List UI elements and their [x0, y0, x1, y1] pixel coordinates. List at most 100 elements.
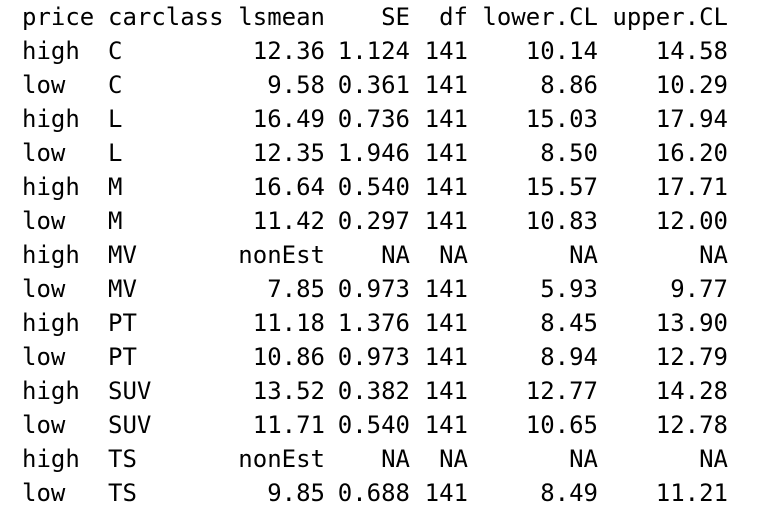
cell-upper-cl: 11.21 [655, 479, 728, 507]
cell-upper-cl: 13.90 [655, 309, 728, 337]
cell-se: 0.540 [337, 173, 410, 201]
cell-lower-cl: NA [569, 241, 598, 269]
cell-lower-cl: 8.86 [540, 71, 598, 99]
cell-price: low [22, 139, 66, 167]
cell-df: 141 [424, 343, 468, 371]
cell-df: 141 [424, 207, 468, 235]
cell-carclass: TS [108, 479, 137, 507]
cell-price: low [22, 71, 66, 99]
cell-lsmean: 13.52 [252, 377, 325, 405]
cell-df: 141 [424, 105, 468, 133]
cell-lower-cl: 10.14 [525, 37, 598, 65]
header-lower-cl: lower.CL [482, 3, 598, 31]
cell-df: NA [439, 445, 468, 473]
cell-lower-cl: 5.93 [540, 275, 598, 303]
table-row: low C 9.58 0.361 141 8.86 10.29 [0, 68, 764, 102]
cell-price: high [22, 37, 80, 65]
cell-lsmean: nonEst [238, 445, 325, 473]
cell-carclass: M [108, 173, 123, 201]
cell-lower-cl: 8.45 [540, 309, 598, 337]
cell-lower-cl: 8.94 [540, 343, 598, 371]
cell-upper-cl: 10.29 [655, 71, 728, 99]
cell-df: 141 [424, 411, 468, 439]
cell-lower-cl: 8.49 [540, 479, 598, 507]
cell-lsmean: 16.64 [252, 173, 325, 201]
cell-carclass: MV [108, 241, 137, 269]
cell-lower-cl: NA [569, 445, 598, 473]
cell-lsmean: nonEst [238, 241, 325, 269]
cell-upper-cl: NA [699, 241, 728, 269]
cell-upper-cl: 9.77 [670, 275, 728, 303]
cell-upper-cl: 17.94 [655, 105, 728, 133]
table-row: high L 16.49 0.736 141 15.03 17.94 [0, 102, 764, 136]
cell-lower-cl: 15.03 [525, 105, 598, 133]
cell-price: low [22, 275, 66, 303]
cell-price: high [22, 241, 80, 269]
header-upper-cl: upper.CL [612, 3, 728, 31]
table-row: high TS nonEst NA NA NA NA [0, 442, 764, 476]
table-row: low TS 9.85 0.688 141 8.49 11.21 [0, 476, 764, 510]
cell-se: NA [381, 241, 410, 269]
cell-price: low [22, 207, 66, 235]
cell-carclass: SUV [108, 411, 152, 439]
header-price: price [22, 3, 95, 31]
cell-lsmean: 12.36 [252, 37, 325, 65]
cell-se: 1.376 [337, 309, 410, 337]
cell-lsmean: 9.85 [267, 479, 325, 507]
cell-lsmean: 11.71 [252, 411, 325, 439]
table-row: low PT 10.86 0.973 141 8.94 12.79 [0, 340, 764, 374]
cell-price: high [22, 105, 80, 133]
table-row: high C 12.36 1.124 141 10.14 14.58 [0, 34, 764, 68]
cell-lsmean: 16.49 [252, 105, 325, 133]
cell-carclass: C [108, 71, 123, 99]
cell-price: high [22, 445, 80, 473]
cell-carclass: PT [108, 309, 137, 337]
cell-lsmean: 11.18 [252, 309, 325, 337]
header-carclass: carclass [108, 3, 224, 31]
table-row: high M 16.64 0.540 141 15.57 17.71 [0, 170, 764, 204]
cell-carclass: TS [108, 445, 137, 473]
cell-carclass: C [108, 37, 123, 65]
cell-lsmean: 12.35 [252, 139, 325, 167]
cell-upper-cl: 14.28 [655, 377, 728, 405]
cell-carclass: M [108, 207, 123, 235]
cell-lower-cl: 12.77 [525, 377, 598, 405]
cell-df: 141 [424, 139, 468, 167]
cell-se: 0.382 [337, 377, 410, 405]
cell-upper-cl: 12.78 [655, 411, 728, 439]
cell-upper-cl: 14.58 [655, 37, 728, 65]
cell-lower-cl: 8.50 [540, 139, 598, 167]
cell-df: 141 [424, 71, 468, 99]
table-row: high MV nonEst NA NA NA NA [0, 238, 764, 272]
cell-carclass: SUV [108, 377, 152, 405]
cell-se: NA [381, 445, 410, 473]
cell-lower-cl: 10.65 [525, 411, 598, 439]
cell-se: 1.124 [337, 37, 410, 65]
cell-upper-cl: 12.00 [655, 207, 728, 235]
cell-se: 0.540 [337, 411, 410, 439]
cell-carclass: L [108, 139, 123, 167]
cell-lsmean: 11.42 [252, 207, 325, 235]
cell-carclass: MV [108, 275, 137, 303]
cell-se: 0.361 [337, 71, 410, 99]
cell-upper-cl: 12.79 [655, 343, 728, 371]
table-row: low SUV 11.71 0.540 141 10.65 12.78 [0, 408, 764, 442]
cell-upper-cl: 16.20 [655, 139, 728, 167]
header-lsmean: lsmean [238, 3, 325, 31]
cell-df: 141 [424, 173, 468, 201]
table-row: high SUV 13.52 0.382 141 12.77 14.28 [0, 374, 764, 408]
header-se: SE [381, 3, 410, 31]
cell-price: high [22, 173, 80, 201]
cell-df: 141 [424, 377, 468, 405]
table-header-row: price carclass lsmean SE df lower.CL upp… [0, 0, 764, 34]
cell-se: 1.946 [337, 139, 410, 167]
cell-carclass: PT [108, 343, 137, 371]
cell-lsmean: 7.85 [267, 275, 325, 303]
cell-df: 141 [424, 37, 468, 65]
cell-price: low [22, 343, 66, 371]
cell-price: high [22, 309, 80, 337]
cell-se: 0.973 [337, 275, 410, 303]
header-df: df [439, 3, 468, 31]
cell-price: low [22, 411, 66, 439]
